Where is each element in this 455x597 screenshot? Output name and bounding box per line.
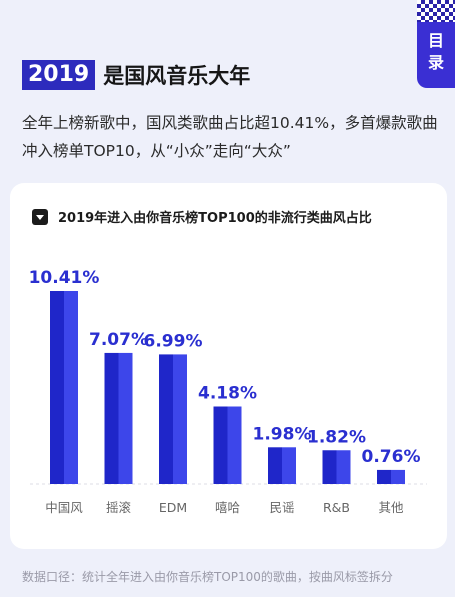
bar-shade xyxy=(50,291,64,484)
bar-value-label: 7.07% xyxy=(89,330,148,350)
subtitle: 全年上榜新歌中，国风类歌曲占比超10.41%，多首爆款歌曲冲入榜单TOP10，从… xyxy=(22,114,438,160)
bar-chart: 10.41% 中国风 7.07% 摇滚 6.99% EDM 4.18% 嘻哈 1.98% 民谣 1.… xyxy=(29,268,427,515)
chart-header: 2019年进入由你音乐榜TOP100的非流行类曲风占比 xyxy=(32,207,372,226)
title-text: 是国风音乐大年 xyxy=(103,64,251,88)
bar-highlight xyxy=(173,354,187,484)
x-tick-label: 摇滚 xyxy=(106,500,132,515)
bar-highlight xyxy=(64,291,78,484)
bar-shade xyxy=(322,450,337,484)
bar-shade xyxy=(104,352,119,484)
checker-pattern xyxy=(417,0,455,22)
x-tick-label: R&B xyxy=(323,500,350,515)
chart-card: 2019年进入由你音乐榜TOP100的非流行类曲风占比 10.41% 中国风 7.0… xyxy=(10,183,447,549)
page-title: 2019 是国风音乐大年 xyxy=(22,60,250,90)
x-tick-label: 中国风 xyxy=(45,500,83,515)
bar xyxy=(322,450,351,484)
bar-shade xyxy=(159,354,173,484)
bar-shade xyxy=(377,469,391,484)
bar xyxy=(104,352,133,484)
bar-value-label: 0.76% xyxy=(362,447,421,467)
bar xyxy=(159,354,187,484)
bar-value-label: 1.82% xyxy=(307,427,366,447)
bar-highlight xyxy=(391,469,405,484)
catalog-label: 目 录 xyxy=(427,31,444,72)
bar-value-label: 4.18% xyxy=(198,384,257,404)
bar-value-label: 10.41% xyxy=(29,268,100,288)
bar-value-label: 1.98% xyxy=(253,424,312,444)
year-badge: 2019 xyxy=(22,60,96,90)
bar-highlight xyxy=(118,352,133,484)
bar-shade xyxy=(213,406,228,484)
bar xyxy=(268,447,296,484)
collapse-triangle-icon[interactable] xyxy=(32,208,48,225)
x-tick-label: 民谣 xyxy=(269,500,294,515)
bar xyxy=(377,469,405,484)
bar-value-label: 6.99% xyxy=(144,331,203,351)
chart-title: 2019年进入由你音乐榜TOP100的非流行类曲风占比 xyxy=(58,211,372,226)
bar xyxy=(50,291,78,484)
x-tick-label: 其他 xyxy=(378,500,404,515)
x-tick-label: 嘻哈 xyxy=(215,500,241,515)
bar xyxy=(213,406,242,484)
catalog-tab[interactable]: 目 录 xyxy=(417,0,455,88)
bar-highlight xyxy=(336,450,351,484)
bar-shade xyxy=(268,447,282,484)
x-tick-label: EDM xyxy=(159,500,187,515)
bar-highlight xyxy=(227,406,242,484)
footnote: 数据口径：统计全年进入由你音乐榜TOP100的歌曲，按曲风标签拆分 xyxy=(22,570,393,584)
bar-highlight xyxy=(282,447,296,484)
